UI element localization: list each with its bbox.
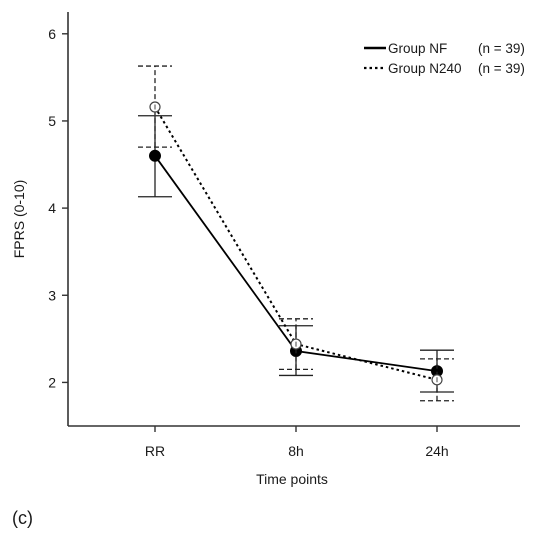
series-layer — [138, 65, 454, 402]
series-group-nf — [138, 115, 454, 393]
x-axis-label: Time points — [256, 471, 328, 487]
y-tick-label: 4 — [48, 200, 56, 216]
series-group-n240 — [138, 65, 454, 402]
y-tick-label: 3 — [48, 287, 56, 303]
y-tick-label: 2 — [48, 374, 56, 390]
legend-n-group-n240: (n = 39) — [478, 61, 525, 76]
legend-n-group-nf: (n = 39) — [478, 41, 525, 56]
legend-label-group-nf: Group NF — [388, 41, 447, 56]
legend-label-group-n240: Group N240 — [388, 61, 462, 76]
panel-label: (c) — [12, 508, 33, 528]
y-axis-label: FPRS (0-10) — [11, 180, 27, 259]
legend: Group NF (n = 39) Group N240 (n = 39) — [364, 41, 525, 76]
x-ticks: RR 8h 24h — [145, 426, 449, 459]
x-tick-label: RR — [145, 443, 165, 459]
axes — [67, 12, 520, 427]
y-tick-label: 5 — [48, 113, 56, 129]
x-tick-label: 24h — [425, 443, 448, 459]
data-point — [149, 149, 161, 162]
y-tick-label: 6 — [48, 26, 56, 42]
y-ticks: 2 3 4 5 6 — [48, 26, 68, 390]
x-tick-label: 8h — [288, 443, 304, 459]
